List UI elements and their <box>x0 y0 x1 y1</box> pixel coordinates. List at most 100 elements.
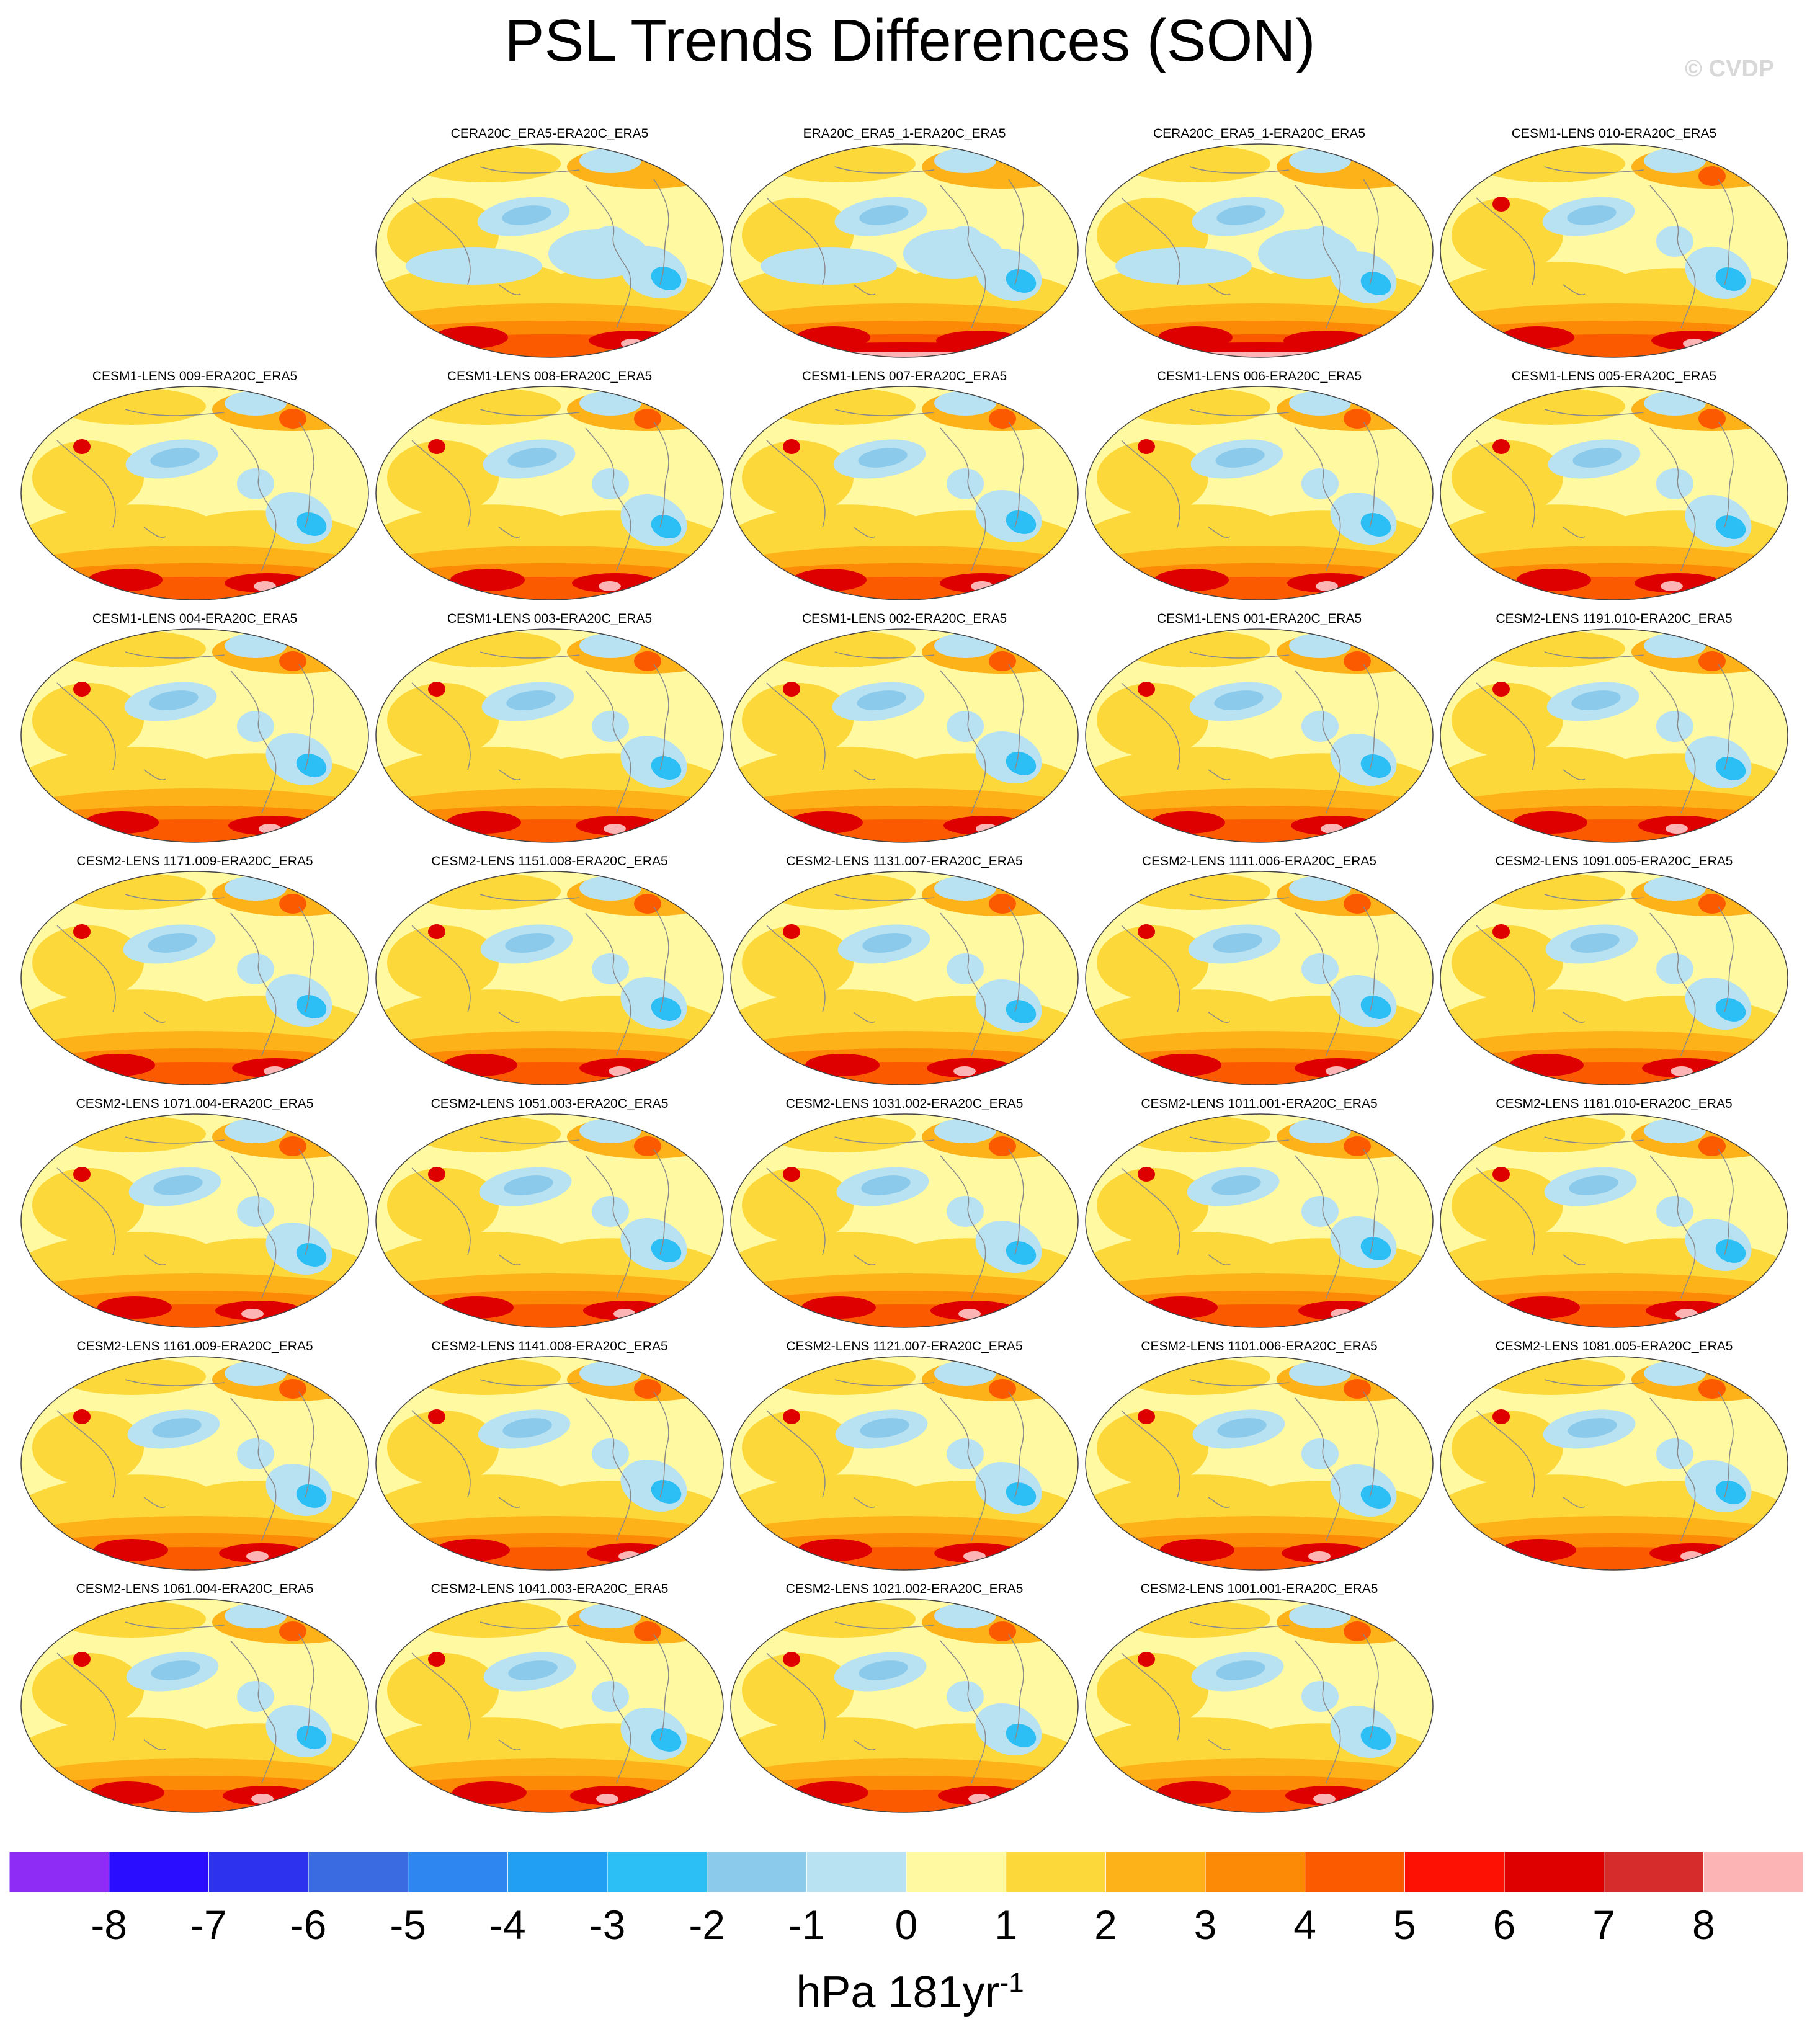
contour-low <box>1289 391 1351 416</box>
contour-high <box>279 1379 306 1399</box>
coastline <box>480 1136 580 1144</box>
contour-low <box>1258 229 1357 279</box>
map-panel: CESM1-LENS 006-ERA20C_ERA5 <box>1084 368 1434 604</box>
map-panel: CESM2-LENS 1081.005-ERA20C_ERA5 <box>1439 1339 1789 1574</box>
contour-high <box>428 1409 445 1424</box>
coastline <box>1649 427 1696 571</box>
coastline <box>1189 1621 1290 1629</box>
contour-low <box>1360 513 1391 537</box>
map-field <box>1086 629 1433 842</box>
contour-high <box>57 630 206 667</box>
map-panel: CESM2-LENS 1001.001-ERA20C_ERA5 <box>1084 1581 1434 1817</box>
coastline <box>1295 427 1341 571</box>
coastline <box>143 1497 166 1508</box>
map-border <box>375 628 724 843</box>
map <box>1085 1356 1434 1571</box>
contour-high <box>1138 924 1155 939</box>
colorbar-swatch <box>1205 1852 1306 1892</box>
coastline <box>1649 185 1696 329</box>
contour-high <box>805 1054 880 1076</box>
colorbar-tick-label: -7 <box>190 1902 227 1948</box>
panel-label: CESM2-LENS 1021.002-ERA20C_ERA5 <box>785 1582 1024 1596</box>
contour-high <box>251 1794 274 1804</box>
contour-low <box>651 267 682 290</box>
map-panel: CESM1-LENS 003-ERA20C_ERA5 <box>375 611 725 847</box>
map-panel: CESM1-LENS 007-ERA20C_ERA5 <box>729 368 1079 604</box>
map-border <box>1440 1356 1788 1571</box>
contour-high <box>428 1652 445 1667</box>
contour-high <box>279 651 306 671</box>
contour-low <box>592 1196 629 1227</box>
contour-low <box>1006 1724 1037 1747</box>
contour-high <box>742 925 854 1000</box>
contour-low <box>1360 1726 1391 1750</box>
coastline <box>498 527 521 538</box>
map <box>1085 386 1434 600</box>
coastline <box>1563 1012 1586 1023</box>
coastline <box>1718 421 1734 528</box>
coastline <box>1476 440 1535 528</box>
coastline <box>298 1149 314 1255</box>
contour-high <box>1086 1547 1433 1570</box>
coastline <box>498 284 521 295</box>
contour-high <box>1138 439 1155 454</box>
contour-high <box>1452 198 1563 272</box>
contour-high <box>1440 1547 1788 1570</box>
coastline <box>1718 906 1734 1013</box>
map-panel: CESM1-LENS 009-ERA20C_ERA5 <box>20 368 370 604</box>
coastline <box>1363 1149 1379 1255</box>
map-border <box>1085 1598 1434 1813</box>
coastline <box>1208 1739 1231 1750</box>
contour-low <box>296 1484 327 1508</box>
contour-low <box>1216 205 1266 225</box>
coastline <box>653 179 669 285</box>
contour-high <box>57 1358 206 1395</box>
map <box>730 1113 1079 1328</box>
contour-high <box>21 819 368 842</box>
panel-label: CERA20C_ERA5-ERA20C_ERA5 <box>450 127 649 141</box>
contour-high <box>97 1296 172 1319</box>
contour-high <box>1698 1136 1726 1156</box>
contour-low <box>296 1243 327 1267</box>
map-border <box>1085 871 1434 1085</box>
contour-high <box>435 1539 510 1561</box>
coastline <box>834 894 935 901</box>
contour-high <box>21 1304 368 1327</box>
coastline <box>411 1167 471 1255</box>
contour-low <box>1715 757 1746 780</box>
map <box>1440 871 1788 1085</box>
contour-high <box>767 1115 916 1152</box>
contour-low <box>1006 269 1037 293</box>
contour-high <box>376 1790 723 1812</box>
map-panel: CESM2-LENS 1181.010-ERA20C_ERA5 <box>1439 1096 1789 1332</box>
contour-high <box>1344 409 1371 429</box>
contour-low <box>296 754 327 777</box>
coastline <box>1008 664 1024 770</box>
contour-high <box>1698 166 1726 186</box>
contour-low <box>934 148 996 173</box>
coastline <box>1649 1397 1696 1541</box>
panel-label: CESM2-LENS 1121.007-ERA20C_ERA5 <box>786 1339 1023 1353</box>
contour-high <box>596 1794 618 1804</box>
panel-label: CESM1-LENS 004-ERA20C_ERA5 <box>92 612 298 626</box>
panel-label: CESM1-LENS 005-ERA20C_ERA5 <box>1511 369 1717 383</box>
contour-high <box>1122 1115 1270 1152</box>
contour-low <box>579 1603 641 1628</box>
colorbar-swatch <box>408 1852 508 1892</box>
contour-high <box>21 1547 368 1570</box>
coastline <box>834 1379 935 1386</box>
contour-low <box>1289 1361 1351 1386</box>
contour-low <box>1644 1361 1706 1386</box>
coastline <box>143 527 166 538</box>
coastline <box>498 1497 521 1508</box>
contour-high <box>767 388 916 425</box>
contour-high <box>1517 569 1591 591</box>
contour-low <box>651 515 682 538</box>
contour-low <box>1360 754 1391 778</box>
colorbar-tick-label: 5 <box>1393 1902 1416 1948</box>
contour-high <box>1492 924 1510 939</box>
colorbar-tick-label: 1 <box>994 1902 1018 1948</box>
coastline <box>585 1640 631 1784</box>
contour-high <box>1344 1621 1371 1641</box>
panel-label: CESM2-LENS 1131.007-ERA20C_ERA5 <box>786 854 1023 868</box>
